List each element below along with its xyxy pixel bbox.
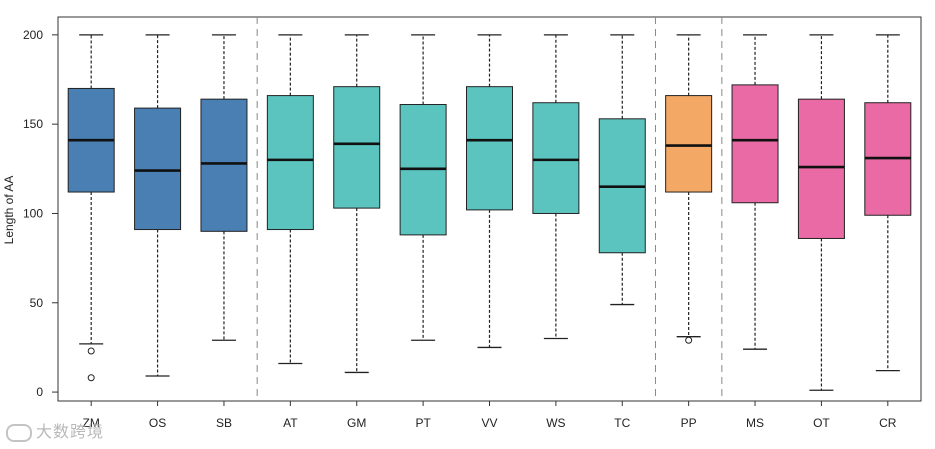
box-ws [532, 102, 580, 214]
x-tick-label-gm: GM [347, 416, 366, 430]
x-tick-label-ws: WS [546, 416, 565, 430]
y-axis-title: Length of AA [2, 176, 16, 245]
box-gm [333, 86, 381, 209]
x-tick-label-pp: PP [681, 416, 697, 430]
box-sb [200, 98, 248, 232]
y-tick-label: 150 [23, 117, 43, 131]
x-tick-label-ot: OT [813, 416, 830, 430]
x-tick-label-pt: PT [415, 416, 431, 430]
watermark-text: 大数跨境 [36, 422, 105, 441]
x-tick-label-at: AT [283, 416, 298, 430]
outlier-pp [685, 336, 693, 344]
y-tick-label: 200 [23, 28, 43, 42]
box-os [134, 107, 182, 231]
plot-area: 0 50 100 150 200 ZM OS SB AT GM PT VV WS TC PP MS OT CR [23, 16, 922, 430]
x-tick-label-zm: ZM [83, 416, 100, 430]
box-at [266, 95, 314, 231]
x-tick-label-ms: MS [746, 416, 764, 430]
outlier-zm [87, 374, 95, 382]
box-ms [731, 84, 779, 204]
watermark-logo-icon [6, 423, 32, 442]
y-tick-label: 100 [23, 206, 43, 220]
x-tick-label-vv: VV [481, 416, 497, 430]
y-tick-label: 50 [30, 296, 44, 310]
x-tick-label-os: OS [149, 416, 166, 430]
watermark: 大数跨境 [6, 418, 104, 442]
box-pp [665, 95, 713, 193]
x-tick-label-sb: SB [216, 416, 232, 430]
x-tick-label-cr: CR [879, 416, 897, 430]
x-tick-label-tc: TC [614, 416, 630, 430]
box-vv [466, 86, 513, 211]
box-ot [797, 98, 845, 239]
outlier-zm [87, 347, 95, 355]
y-tick-label: 0 [36, 385, 43, 399]
